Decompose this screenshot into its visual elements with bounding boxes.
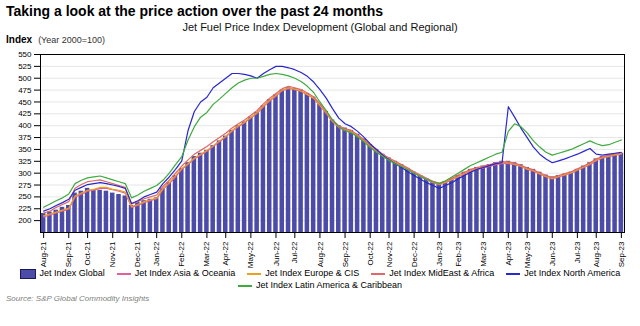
html-text:Index: Index <box>6 34 33 45</box>
svg-text:Oct-21: Oct-21 <box>83 241 92 266</box>
svg-text:525: 525 <box>18 62 32 71</box>
html-text:Jet Index Europe & CIS: Jet Index Europe & CIS <box>265 268 360 278</box>
svg-text:200: 200 <box>18 216 32 225</box>
html-text:Taking a look at the price act: Taking a look at the price action over t… <box>6 3 384 19</box>
svg-text:550: 550 <box>18 50 32 59</box>
svg-text:May-22: May-22 <box>246 241 255 268</box>
svg-text:Oct-22: Oct-22 <box>366 241 375 266</box>
svg-text:250: 250 <box>18 192 32 201</box>
svg-text:Jul-23: Jul-23 <box>573 241 582 263</box>
html-text:(Year 2000=100): (Year 2000=100) <box>38 35 106 45</box>
html-text:Source: S&P Global Commodity I: Source: S&P Global Commodity Insights <box>6 294 150 303</box>
svg-text:225: 225 <box>18 204 32 213</box>
svg-text:Jan-23: Jan-23 <box>435 241 444 266</box>
svg-text:Sep-21: Sep-21 <box>64 241 73 267</box>
svg-text:Sep-22: Sep-22 <box>341 241 350 267</box>
svg-text:Jul-22: Jul-22 <box>290 241 299 263</box>
html-text:Jet Index Global: Jet Index Global <box>39 268 105 278</box>
svg-text:Jun-22: Jun-22 <box>272 241 281 266</box>
svg-text:425: 425 <box>18 109 32 118</box>
html-text:Jet Index Latin America & Cari: Jet Index Latin America & Caribbean <box>256 280 402 290</box>
svg-text:450: 450 <box>18 98 32 107</box>
svg-text:350: 350 <box>18 145 32 154</box>
svg-text:Feb-23: Feb-23 <box>454 241 463 267</box>
svg-text:Jan-22: Jan-22 <box>152 241 161 266</box>
svg-text:475: 475 <box>18 86 32 95</box>
svg-text:Mar-22: Mar-22 <box>202 241 211 267</box>
html-text:Jet Index Asia & Oceania: Jet Index Asia & Oceania <box>134 268 236 278</box>
svg-text:Apr-22: Apr-22 <box>221 241 230 266</box>
svg-text:Jun-23: Jun-23 <box>548 241 557 266</box>
svg-text:Feb-22: Feb-22 <box>177 241 186 267</box>
svg-text:Nov-21: Nov-21 <box>108 241 117 267</box>
svg-text:Aug-23: Aug-23 <box>592 241 601 267</box>
svg-text:400: 400 <box>18 121 32 130</box>
svg-text:Dec-21: Dec-21 <box>133 241 142 267</box>
svg-text:Dec-22: Dec-22 <box>410 241 419 267</box>
svg-text:Apr-23: Apr-23 <box>504 241 513 266</box>
html-text:Jet Index MidEast & Africa: Jet Index MidEast & Africa <box>389 268 495 278</box>
svg-text:325: 325 <box>18 157 32 166</box>
html-text:Jet Fuel Price Index Developme: Jet Fuel Price Index Development (Global… <box>182 21 458 33</box>
svg-text:300: 300 <box>18 169 32 178</box>
svg-text:May-23: May-23 <box>523 241 532 268</box>
html-text:Jet Index North America: Jet Index North America <box>524 268 621 278</box>
svg-text:Aug-21: Aug-21 <box>39 241 48 267</box>
svg-text:Aug-22: Aug-22 <box>316 241 325 267</box>
svg-text:375: 375 <box>18 133 32 142</box>
svg-text:Sep-23: Sep-23 <box>617 241 626 267</box>
svg-text:Mar-23: Mar-23 <box>479 241 488 267</box>
svg-text:500: 500 <box>18 74 32 83</box>
svg-text:275: 275 <box>18 181 32 190</box>
svg-text:Nov-22: Nov-22 <box>385 241 394 267</box>
